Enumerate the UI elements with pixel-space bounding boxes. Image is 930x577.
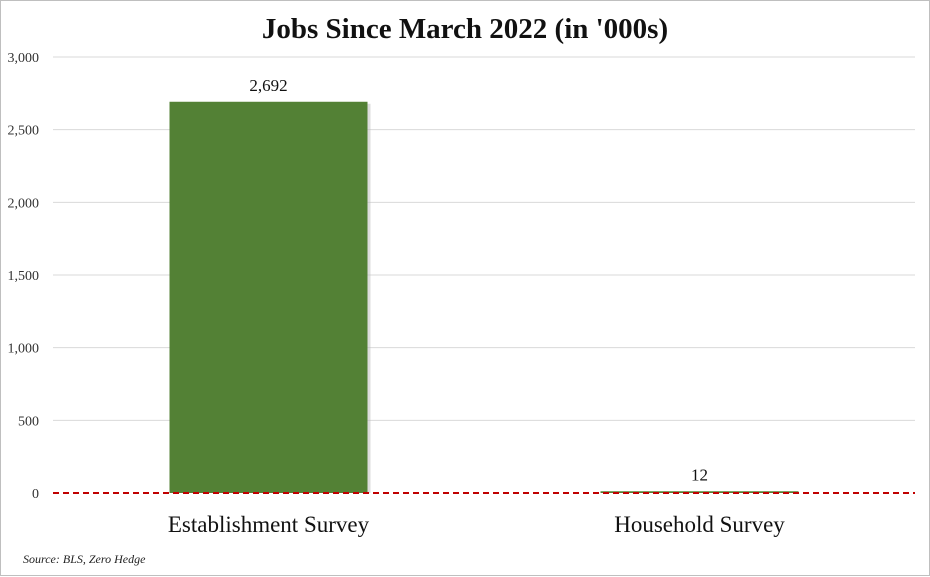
y-tick-label: 0 [32, 487, 39, 502]
y-tick-label: 3,000 [8, 51, 40, 66]
category-label: Household Survey [614, 512, 785, 537]
category-label: Establishment Survey [168, 512, 370, 537]
y-tick-label: 1,500 [8, 269, 40, 284]
bar [169, 101, 368, 493]
chart-title: Jobs Since March 2022 (in '000s) [261, 13, 669, 45]
y-tick-label: 2,500 [8, 124, 40, 139]
y-tick-label: 1,000 [8, 342, 40, 357]
source-note: Source: BLS, Zero Hedge [23, 552, 146, 566]
data-label: 2,692 [249, 76, 287, 95]
y-tick-label: 500 [18, 414, 39, 429]
bar [600, 491, 799, 493]
y-tick-label: 2,000 [8, 196, 40, 211]
data-label: 12 [691, 465, 708, 484]
